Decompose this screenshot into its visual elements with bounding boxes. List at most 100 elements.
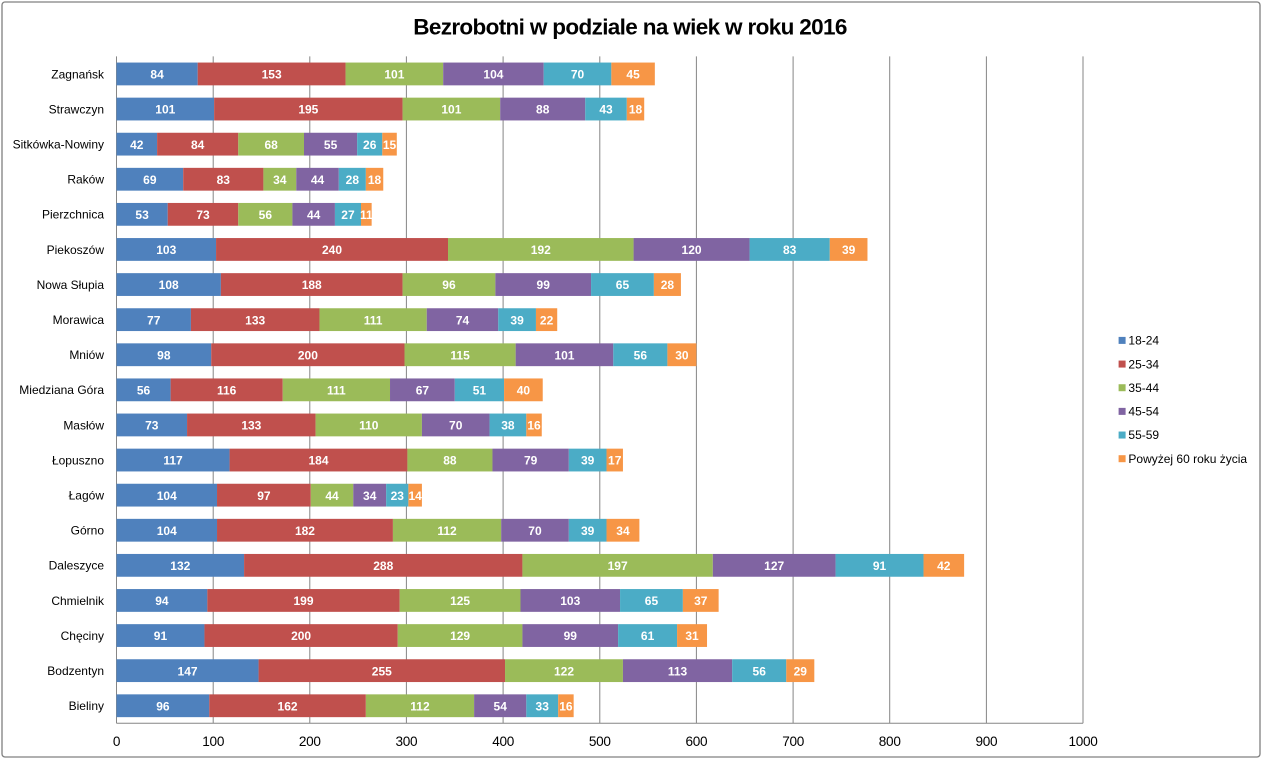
svg-text:70: 70 (571, 68, 585, 82)
svg-text:96: 96 (442, 278, 456, 292)
svg-text:27: 27 (341, 208, 355, 222)
svg-text:97: 97 (257, 489, 271, 503)
svg-text:101: 101 (155, 103, 175, 117)
svg-text:Bodzentyn: Bodzentyn (47, 664, 104, 678)
svg-text:99: 99 (537, 278, 551, 292)
svg-text:240: 240 (322, 243, 342, 257)
svg-text:104: 104 (157, 489, 177, 503)
svg-text:104: 104 (483, 68, 503, 82)
svg-text:44: 44 (307, 208, 321, 222)
svg-text:Pierzchnica: Pierzchnica (42, 208, 104, 222)
svg-text:26: 26 (363, 138, 377, 152)
svg-text:103: 103 (156, 243, 176, 257)
svg-text:88: 88 (536, 103, 550, 117)
svg-text:Łagów: Łagów (69, 488, 105, 502)
svg-text:94: 94 (155, 594, 169, 608)
svg-text:Nowa Słupia: Nowa Słupia (37, 278, 105, 292)
svg-text:Strawczyn: Strawczyn (49, 102, 104, 116)
svg-text:Powyżej 60 roku życia: Powyżej 60 roku życia (1128, 452, 1247, 466)
svg-text:Daleszyce: Daleszyce (49, 559, 105, 573)
svg-text:38: 38 (501, 419, 515, 433)
svg-text:14: 14 (408, 489, 422, 503)
svg-text:39: 39 (581, 524, 595, 538)
svg-text:122: 122 (554, 664, 574, 678)
svg-text:300: 300 (396, 734, 419, 749)
svg-text:28: 28 (661, 278, 675, 292)
svg-text:83: 83 (783, 243, 797, 257)
svg-text:Łopuszno: Łopuszno (52, 453, 104, 467)
svg-text:15: 15 (383, 138, 397, 152)
svg-text:55-59: 55-59 (1128, 428, 1159, 442)
svg-text:74: 74 (456, 313, 470, 327)
svg-text:54: 54 (494, 699, 508, 713)
svg-text:23: 23 (391, 489, 405, 503)
svg-text:99: 99 (564, 629, 578, 643)
svg-text:116: 116 (217, 383, 237, 397)
svg-text:111: 111 (364, 313, 383, 327)
svg-text:255: 255 (372, 664, 392, 678)
svg-text:18: 18 (629, 103, 643, 117)
svg-text:900: 900 (976, 734, 999, 749)
svg-text:104: 104 (157, 524, 177, 538)
svg-text:33: 33 (536, 699, 550, 713)
svg-text:0: 0 (113, 734, 121, 749)
svg-text:120: 120 (682, 243, 702, 257)
svg-text:192: 192 (531, 243, 551, 257)
svg-text:18: 18 (368, 173, 382, 187)
svg-text:39: 39 (842, 243, 856, 257)
svg-text:83: 83 (217, 173, 231, 187)
svg-text:70: 70 (449, 419, 463, 433)
svg-text:22: 22 (540, 313, 554, 327)
svg-text:37: 37 (694, 594, 708, 608)
svg-text:Masłów: Masłów (63, 418, 104, 432)
svg-text:56: 56 (137, 383, 151, 397)
svg-text:101: 101 (441, 103, 461, 117)
svg-text:17: 17 (608, 454, 622, 468)
svg-text:69: 69 (143, 173, 157, 187)
svg-text:18-24: 18-24 (1128, 334, 1159, 348)
svg-text:Piekoszów: Piekoszów (47, 243, 105, 257)
svg-text:31: 31 (685, 629, 699, 643)
svg-text:77: 77 (147, 313, 161, 327)
svg-text:25-34: 25-34 (1128, 357, 1159, 371)
svg-text:113: 113 (668, 664, 688, 678)
svg-text:73: 73 (196, 208, 210, 222)
svg-text:68: 68 (264, 138, 278, 152)
svg-text:Chęciny: Chęciny (61, 629, 104, 643)
svg-text:200: 200 (291, 629, 311, 643)
svg-text:133: 133 (241, 419, 261, 433)
svg-text:70: 70 (528, 524, 542, 538)
svg-text:600: 600 (686, 734, 709, 749)
svg-text:96: 96 (156, 699, 170, 713)
svg-text:133: 133 (245, 313, 265, 327)
svg-text:500: 500 (589, 734, 612, 749)
svg-text:28: 28 (346, 173, 360, 187)
svg-text:Raków: Raków (67, 173, 104, 187)
svg-text:127: 127 (764, 559, 784, 573)
svg-text:103: 103 (560, 594, 580, 608)
svg-text:98: 98 (157, 348, 171, 362)
svg-text:39: 39 (581, 454, 595, 468)
svg-text:400: 400 (492, 734, 515, 749)
svg-text:43: 43 (599, 103, 613, 117)
svg-text:101: 101 (554, 348, 574, 362)
svg-text:40: 40 (517, 383, 531, 397)
svg-text:162: 162 (278, 699, 298, 713)
svg-text:34: 34 (616, 524, 630, 538)
svg-text:61: 61 (641, 629, 655, 643)
svg-text:125: 125 (450, 594, 470, 608)
svg-text:184: 184 (308, 454, 328, 468)
svg-text:16: 16 (559, 699, 573, 713)
svg-text:199: 199 (294, 594, 314, 608)
svg-text:117: 117 (163, 454, 183, 468)
svg-text:16: 16 (527, 419, 541, 433)
svg-text:91: 91 (154, 629, 168, 643)
svg-text:112: 112 (410, 699, 430, 713)
svg-text:45: 45 (626, 68, 640, 82)
svg-text:56: 56 (753, 664, 767, 678)
svg-text:35-44: 35-44 (1128, 381, 1159, 395)
svg-text:Sitkówka-Nowiny: Sitkówka-Nowiny (13, 137, 104, 151)
svg-text:101: 101 (384, 68, 404, 82)
svg-text:Morawica: Morawica (53, 313, 105, 327)
svg-text:100: 100 (202, 734, 225, 749)
